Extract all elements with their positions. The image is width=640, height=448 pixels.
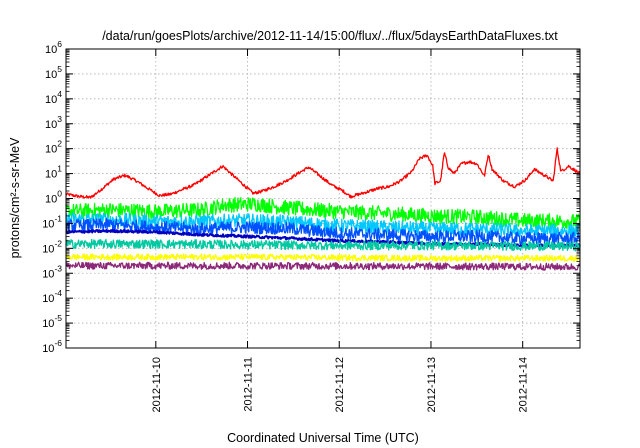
y-tick-label: 101: [45, 164, 62, 181]
y-tick-label: 10-3: [42, 263, 62, 280]
axes: 10-6 10-5 10-4 10-3 10-2 10-1 100 101 102 103 104 1…: [42, 39, 580, 412]
y-tick-label: 104: [45, 89, 62, 106]
series-line-7: [65, 253, 581, 262]
y-axis-label: protons/cm²-s-sr-MeV: [8, 137, 22, 259]
y-tick-label: 10-4: [42, 288, 62, 305]
y-tick-label: 105: [45, 64, 62, 81]
y-tick-label: 10-1: [42, 213, 62, 230]
series-line-4: [65, 217, 581, 245]
x-axis-label: Coordinated Universal Time (UTC): [227, 431, 419, 445]
x-tick-label: 2012-11-14: [518, 357, 530, 412]
series-line-1: [65, 147, 581, 199]
x-tick-label: 2012-11-10: [151, 357, 163, 412]
y-tick-label: 10-2: [42, 238, 62, 255]
series-line-6: [65, 238, 581, 252]
x-tick-label: 2012-11-13: [426, 357, 438, 412]
y-tick-label: 10-6: [42, 338, 62, 355]
y-tick-label: 100: [45, 189, 62, 206]
y-tick-label: 103: [45, 114, 62, 131]
chart-title: /data/run/goesPlots/archive/2012-11-14/1…: [102, 29, 558, 43]
y-tick-label: 102: [45, 139, 62, 156]
y-tick-label: 106: [45, 39, 62, 56]
series-line-2: [65, 196, 581, 230]
series-line-8: [65, 261, 581, 271]
x-tick-label: 2012-11-12: [334, 357, 346, 412]
y-tick-label: 10-5: [42, 313, 62, 330]
grid: [66, 49, 580, 348]
series-layer: [65, 147, 581, 271]
x-tick-label: 2012-11-11: [243, 357, 255, 412]
